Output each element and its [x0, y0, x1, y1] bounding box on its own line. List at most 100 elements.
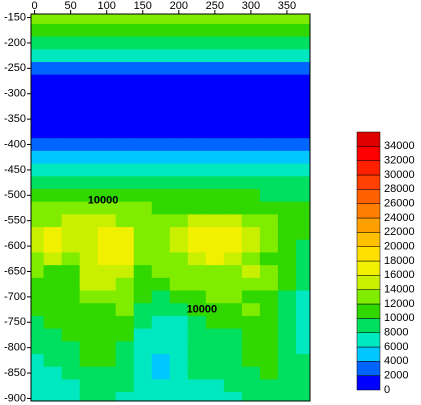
contour-cell — [115, 100, 135, 114]
contour-cell — [133, 188, 153, 203]
contour-cell — [133, 100, 153, 114]
contour-cell — [187, 125, 207, 139]
contour-cell — [169, 163, 189, 177]
contour-cell — [277, 163, 297, 177]
contour-cell — [61, 188, 81, 203]
contour-cell — [97, 392, 117, 401]
contour-cell — [169, 125, 189, 139]
contour-cell — [115, 354, 135, 368]
contour-cell — [295, 290, 310, 304]
contour-cell — [43, 100, 63, 114]
contour-cell — [151, 150, 171, 165]
contour-cell — [133, 227, 153, 241]
contour-cell — [295, 201, 310, 215]
contour-cell — [223, 341, 243, 355]
contour-cell — [277, 49, 297, 63]
contour-cell — [97, 252, 117, 266]
contour-cell — [97, 366, 117, 380]
y-tick-label: -300 — [4, 88, 26, 100]
contour-cell — [79, 379, 99, 393]
contour-cell — [205, 239, 225, 253]
y-tick-label: -550 — [4, 215, 26, 227]
contour-cell — [61, 227, 81, 241]
contour-cell — [79, 392, 99, 401]
colorbar-swatch — [356, 160, 381, 176]
colorbar-swatch — [356, 332, 381, 348]
contour-cell — [43, 201, 63, 215]
contour-cell — [259, 100, 279, 114]
contour-cell — [259, 239, 279, 253]
contour-cell — [115, 36, 135, 50]
contour-cell — [205, 303, 225, 317]
contour-cell — [97, 328, 117, 342]
contour-cell — [295, 23, 310, 38]
contour-cell — [187, 252, 207, 266]
contour-cell — [223, 303, 243, 317]
contour-cell — [241, 49, 261, 63]
contour-cell — [151, 290, 171, 304]
contour-cell — [241, 112, 261, 126]
contour-cell — [259, 392, 279, 401]
contour-cell — [205, 354, 225, 368]
contour-cell — [43, 328, 63, 342]
y-tick-label: -850 — [4, 367, 26, 379]
colorbar-label: 8000 — [384, 327, 408, 339]
contour-cell — [169, 214, 189, 228]
contour-cell — [241, 265, 261, 279]
contour-cell — [97, 36, 117, 50]
colorbar-swatch — [356, 246, 381, 262]
contour-cell — [259, 112, 279, 126]
contour-cell — [133, 277, 153, 292]
contour-cell — [277, 252, 297, 266]
contour-cell — [97, 23, 117, 38]
contour-cell — [241, 87, 261, 101]
contour-cell — [259, 227, 279, 241]
contour-cell — [31, 201, 45, 215]
contour-cell — [133, 49, 153, 63]
contour-cell — [97, 315, 117, 330]
contour-cell — [97, 112, 117, 126]
contour-cell — [43, 163, 63, 177]
contour-cell — [133, 354, 153, 368]
contour-cell — [241, 61, 261, 76]
contour-cell — [295, 354, 310, 368]
contour-cell — [277, 188, 297, 203]
contour-cell — [241, 341, 261, 355]
contour-cell — [97, 176, 117, 190]
contour-cell — [61, 201, 81, 215]
y-tick-label: -650 — [4, 265, 26, 277]
contour-cell — [277, 328, 297, 342]
contour-cell — [79, 100, 99, 114]
contour-cell — [97, 227, 117, 241]
contour-cell — [133, 138, 153, 152]
contour-cell — [151, 315, 171, 330]
contour-cell — [223, 239, 243, 253]
contour-cell — [151, 163, 171, 177]
contour-cell — [31, 23, 45, 38]
contour-cell — [97, 138, 117, 152]
contour-cell — [79, 74, 99, 88]
contour-cell — [61, 176, 81, 190]
contour-cell — [31, 188, 45, 203]
contour-cell — [31, 379, 45, 393]
contour-cell — [31, 14, 45, 25]
contour-cell — [223, 74, 243, 88]
contour-cell — [241, 227, 261, 241]
contour-cell — [259, 201, 279, 215]
contour-cell — [205, 36, 225, 50]
contour-cell — [115, 163, 135, 177]
contour-cell — [295, 341, 310, 355]
contour-cell — [241, 277, 261, 292]
contour-cell — [133, 176, 153, 190]
contour-cell — [61, 150, 81, 165]
contour-cell — [151, 392, 171, 401]
contour-cell — [241, 354, 261, 368]
contour-cell — [31, 366, 45, 380]
contour-cell — [31, 239, 45, 253]
contour-cell — [43, 125, 63, 139]
contour-cell — [31, 252, 45, 266]
contour-cell — [259, 163, 279, 177]
contour-cell — [223, 23, 243, 38]
contour-cell — [205, 214, 225, 228]
contour-cell — [115, 290, 135, 304]
